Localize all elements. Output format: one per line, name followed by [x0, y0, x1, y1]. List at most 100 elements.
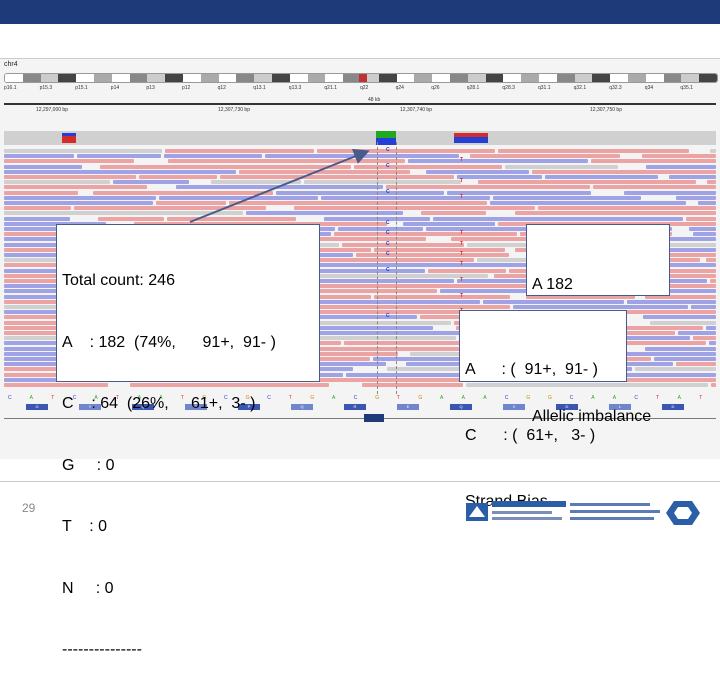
read[interactable]	[656, 247, 716, 252]
read[interactable]	[4, 169, 237, 174]
read[interactable]	[4, 206, 72, 211]
read[interactable]	[74, 206, 266, 211]
read[interactable]	[167, 216, 297, 221]
read[interactable]	[653, 357, 716, 361]
read[interactable]	[241, 336, 456, 341]
read[interactable]	[420, 211, 487, 216]
read[interactable]	[638, 263, 716, 268]
read[interactable]	[316, 149, 495, 153]
read[interactable]	[531, 169, 716, 174]
read[interactable]	[4, 201, 153, 205]
read[interactable]	[239, 169, 410, 174]
read[interactable]	[676, 195, 716, 200]
read[interactable]	[498, 221, 716, 226]
read[interactable]	[293, 206, 536, 211]
read[interactable]	[470, 154, 620, 159]
read[interactable]	[512, 305, 688, 309]
read[interactable]	[386, 185, 590, 190]
read[interactable]	[538, 206, 716, 211]
read[interactable]	[425, 169, 529, 174]
read[interactable]	[321, 195, 491, 200]
read[interactable]	[493, 195, 642, 200]
read[interactable]	[403, 221, 496, 226]
read[interactable]	[296, 273, 488, 278]
read[interactable]	[692, 336, 716, 341]
read[interactable]	[450, 237, 529, 242]
read[interactable]	[605, 325, 703, 330]
read[interactable]	[4, 299, 85, 304]
read[interactable]	[138, 175, 217, 179]
read[interactable]	[258, 258, 475, 263]
read[interactable]	[645, 294, 716, 299]
read[interactable]	[274, 237, 427, 242]
read[interactable]	[514, 211, 716, 216]
read[interactable]	[92, 190, 273, 195]
read[interactable]	[303, 180, 462, 185]
read[interactable]	[165, 149, 314, 153]
read[interactable]	[635, 242, 716, 247]
read[interactable]	[675, 362, 716, 367]
read[interactable]	[245, 211, 403, 216]
read[interactable]	[685, 216, 716, 221]
read[interactable]	[705, 325, 716, 330]
read[interactable]	[243, 346, 494, 351]
read[interactable]	[309, 351, 398, 356]
read[interactable]	[341, 242, 464, 247]
read[interactable]	[709, 279, 716, 283]
read[interactable]	[4, 346, 71, 351]
read[interactable]	[4, 180, 110, 185]
read[interactable]	[211, 180, 301, 185]
read[interactable]	[289, 325, 434, 330]
read[interactable]	[167, 159, 405, 164]
read[interactable]	[4, 221, 107, 226]
read[interactable]	[133, 221, 387, 226]
read[interactable]	[268, 377, 483, 382]
read[interactable]	[601, 310, 716, 315]
read[interactable]	[372, 357, 538, 361]
read[interactable]	[333, 232, 517, 237]
chromosome-label[interactable]: chr4	[4, 61, 18, 68]
read[interactable]	[4, 195, 156, 200]
read[interactable]	[477, 258, 558, 263]
read[interactable]	[306, 305, 510, 309]
read[interactable]	[689, 227, 716, 231]
read[interactable]	[77, 154, 162, 159]
read[interactable]	[307, 284, 562, 289]
read[interactable]	[642, 154, 716, 159]
read[interactable]	[4, 237, 108, 242]
read[interactable]	[229, 201, 488, 205]
read[interactable]	[4, 377, 68, 382]
read[interactable]	[4, 185, 147, 190]
read[interactable]	[692, 232, 716, 237]
read[interactable]	[526, 294, 635, 299]
read[interactable]	[624, 190, 716, 195]
read[interactable]	[644, 346, 716, 351]
read[interactable]	[466, 383, 708, 387]
read[interactable]	[373, 294, 510, 299]
read[interactable]	[281, 279, 455, 283]
read[interactable]	[706, 180, 716, 185]
read[interactable]	[457, 175, 543, 179]
read[interactable]	[706, 258, 716, 263]
read[interactable]	[155, 201, 227, 205]
read[interactable]	[654, 268, 716, 273]
read[interactable]	[4, 242, 98, 247]
read[interactable]	[697, 201, 716, 205]
read[interactable]	[324, 216, 430, 221]
read[interactable]	[238, 320, 451, 325]
read[interactable]	[219, 175, 455, 179]
read[interactable]	[344, 341, 529, 346]
read[interactable]	[432, 216, 683, 221]
read[interactable]	[643, 289, 716, 294]
read[interactable]	[646, 164, 716, 169]
read[interactable]	[4, 164, 83, 169]
read[interactable]	[4, 149, 163, 153]
read[interactable]	[650, 320, 716, 325]
chromosome-ideogram[interactable]	[4, 73, 718, 83]
read[interactable]	[338, 227, 423, 231]
read[interactable]	[578, 351, 716, 356]
read[interactable]	[690, 305, 716, 309]
read[interactable]	[112, 180, 190, 185]
read[interactable]	[4, 216, 71, 221]
read[interactable]	[710, 149, 716, 153]
